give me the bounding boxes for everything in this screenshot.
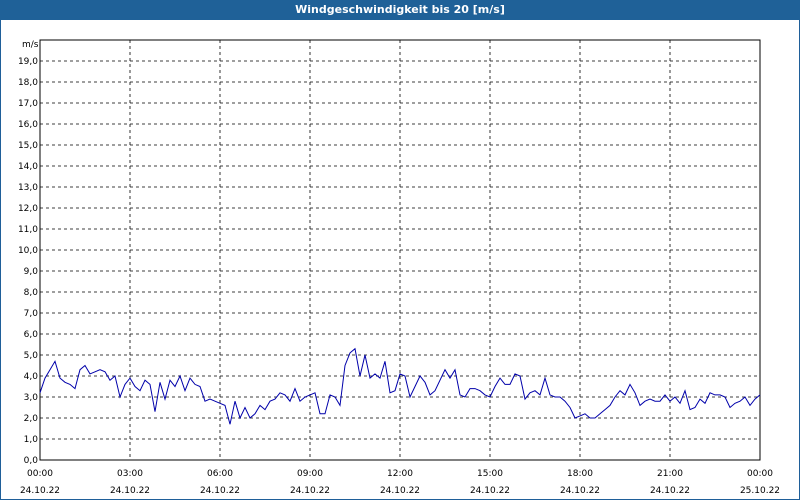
series-line-wind-speed	[39, 347, 761, 425]
y-tick-label: 3,0	[24, 393, 39, 403]
x-tick-date-label: 24.10.22	[470, 486, 510, 496]
x-tick-date-label: 24.10.22	[650, 486, 690, 496]
y-tick-label: 11,0	[18, 225, 38, 235]
y-tick-label: 6,0	[24, 330, 39, 340]
y-tick-label: 8,0	[24, 288, 39, 298]
x-tick-time-label: 18:00	[567, 469, 593, 479]
y-tick-label: 15,0	[18, 141, 38, 151]
x-tick-time-label: 00:00	[747, 469, 773, 479]
y-tick-label: 19,0	[18, 57, 38, 67]
y-tick-label: 14,0	[18, 162, 38, 172]
y-tick-label: 5,0	[24, 351, 39, 361]
x-tick-date-label: 24.10.22	[200, 486, 240, 496]
y-tick-label: 7,0	[24, 309, 39, 319]
y-tick-label: 1,0	[24, 435, 39, 445]
x-tick-date-label: 24.10.22	[380, 486, 420, 496]
y-tick-label: 18,0	[18, 78, 38, 88]
y-tick-label: 13,0	[18, 183, 38, 193]
x-tick-date-label: 24.10.22	[20, 486, 60, 496]
x-tick-date-label: 24.10.22	[290, 486, 330, 496]
y-tick-labels: 0,0 1,0 2,0 3,0 4,0 5,0 6,0 7,0 8,0 9,0 10,0 11,0 12…	[18, 57, 38, 466]
y-tick-label: 16,0	[18, 120, 38, 130]
plot-area	[39, 39, 761, 461]
y-tick-label: 12,0	[18, 204, 38, 214]
x-tick-time-label: 09:00	[297, 469, 323, 479]
x-tick-date-label: 25.10.22	[740, 486, 780, 496]
x-tick-date-label: 24.10.22	[110, 486, 150, 496]
y-tick-label: 4,0	[24, 372, 39, 382]
x-tick-time-label: 21:00	[657, 469, 683, 479]
gridlines	[40, 40, 760, 460]
y-tick-label: 2,0	[24, 414, 39, 424]
y-tick-label: 0,0	[24, 456, 39, 466]
y-tick-label: 9,0	[24, 267, 39, 277]
x-tick-time-label: 03:00	[117, 469, 143, 479]
y-axis-unit-label: m/s	[22, 40, 39, 50]
x-tick-time-label: 06:00	[207, 469, 233, 479]
x-tick-time-label: 12:00	[387, 469, 413, 479]
y-tick-label: 10,0	[18, 246, 38, 256]
x-tick-labels: 00:00 24.10.22 03:00 24.10.22 06:00 24.10.22 0…	[20, 469, 780, 496]
x-tick-time-label: 15:00	[477, 469, 503, 479]
x-tick-date-label: 24.10.22	[560, 486, 600, 496]
x-tick-time-label: 00:00	[27, 469, 53, 479]
chart-title: Windgeschwindigkeit bis 20 [m/s]	[0, 0, 800, 20]
y-tick-label: 17,0	[18, 99, 38, 109]
